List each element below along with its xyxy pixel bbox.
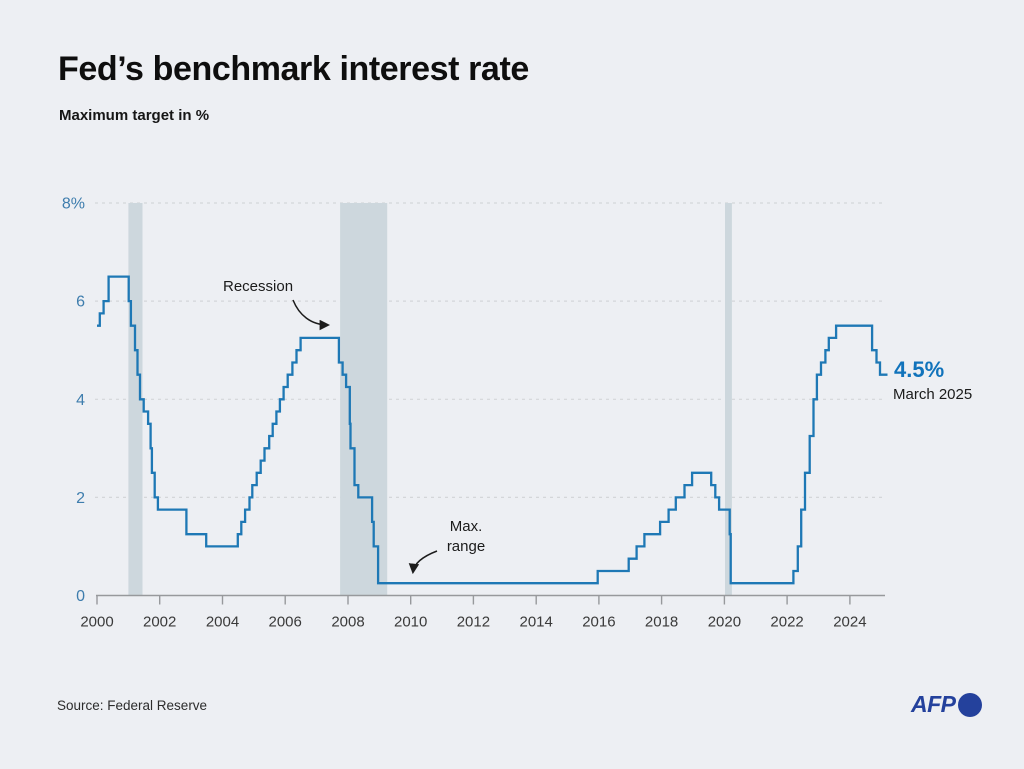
afp-logo: AFP [911, 691, 982, 718]
annotation-max-range-line2: range [446, 538, 486, 555]
annotation-max-range-line1: Max. [449, 518, 483, 535]
x-tick-label: 2018 [645, 614, 678, 631]
x-tick-label: 2014 [520, 614, 553, 631]
gridlines-layer [95, 202, 885, 498]
afp-logo-text: AFP [911, 691, 956, 717]
x-tick-label: 2020 [708, 614, 741, 631]
y-tick-label: 0 [76, 588, 85, 605]
afp-globe-icon [957, 692, 982, 717]
annotation-max-range-label: Max. range [434, 517, 498, 557]
y-tick-label: 6 [76, 294, 85, 311]
y-tick-label: 8% [62, 196, 85, 213]
recession-arrow [292, 299, 331, 331]
series-layer [97, 275, 888, 585]
x-tick-label: 2010 [394, 614, 427, 631]
x-tick-label: 2004 [206, 614, 239, 631]
latest-rate-date: March 2025 [893, 386, 973, 403]
recession-band [725, 203, 732, 596]
y-tick-label: 2 [76, 490, 85, 507]
max-range-arrow [408, 550, 438, 575]
source-attribution: Source: Federal Reserve [57, 698, 208, 713]
annotation-recession-label: Recession [223, 278, 294, 295]
recession-bands-layer [128, 203, 732, 596]
y-tick-label: 4 [76, 392, 85, 409]
x-tick-label: 2006 [269, 614, 302, 631]
latest-rate-value: 4.5% [894, 357, 945, 382]
rate-step-line [97, 275, 888, 585]
x-tick-label: 2016 [582, 614, 615, 631]
x-tick-label: 2000 [80, 614, 113, 631]
x-tick-label: 2002 [143, 614, 176, 631]
page-subtitle: Maximum target in % [59, 107, 210, 124]
x-tick-label: 2024 [833, 614, 866, 631]
annotation-arrows-layer [292, 299, 438, 575]
axis-layer: 2000 2002 2004 2006 2008 2010 2012 2014 2016 2018… [62, 196, 885, 631]
recession-band [340, 203, 388, 596]
x-tick-label: 2012 [457, 614, 490, 631]
x-tick-label: 2022 [770, 614, 803, 631]
x-tick-label: 2008 [331, 614, 364, 631]
page-title: Fed’s benchmark interest rate [58, 50, 529, 88]
